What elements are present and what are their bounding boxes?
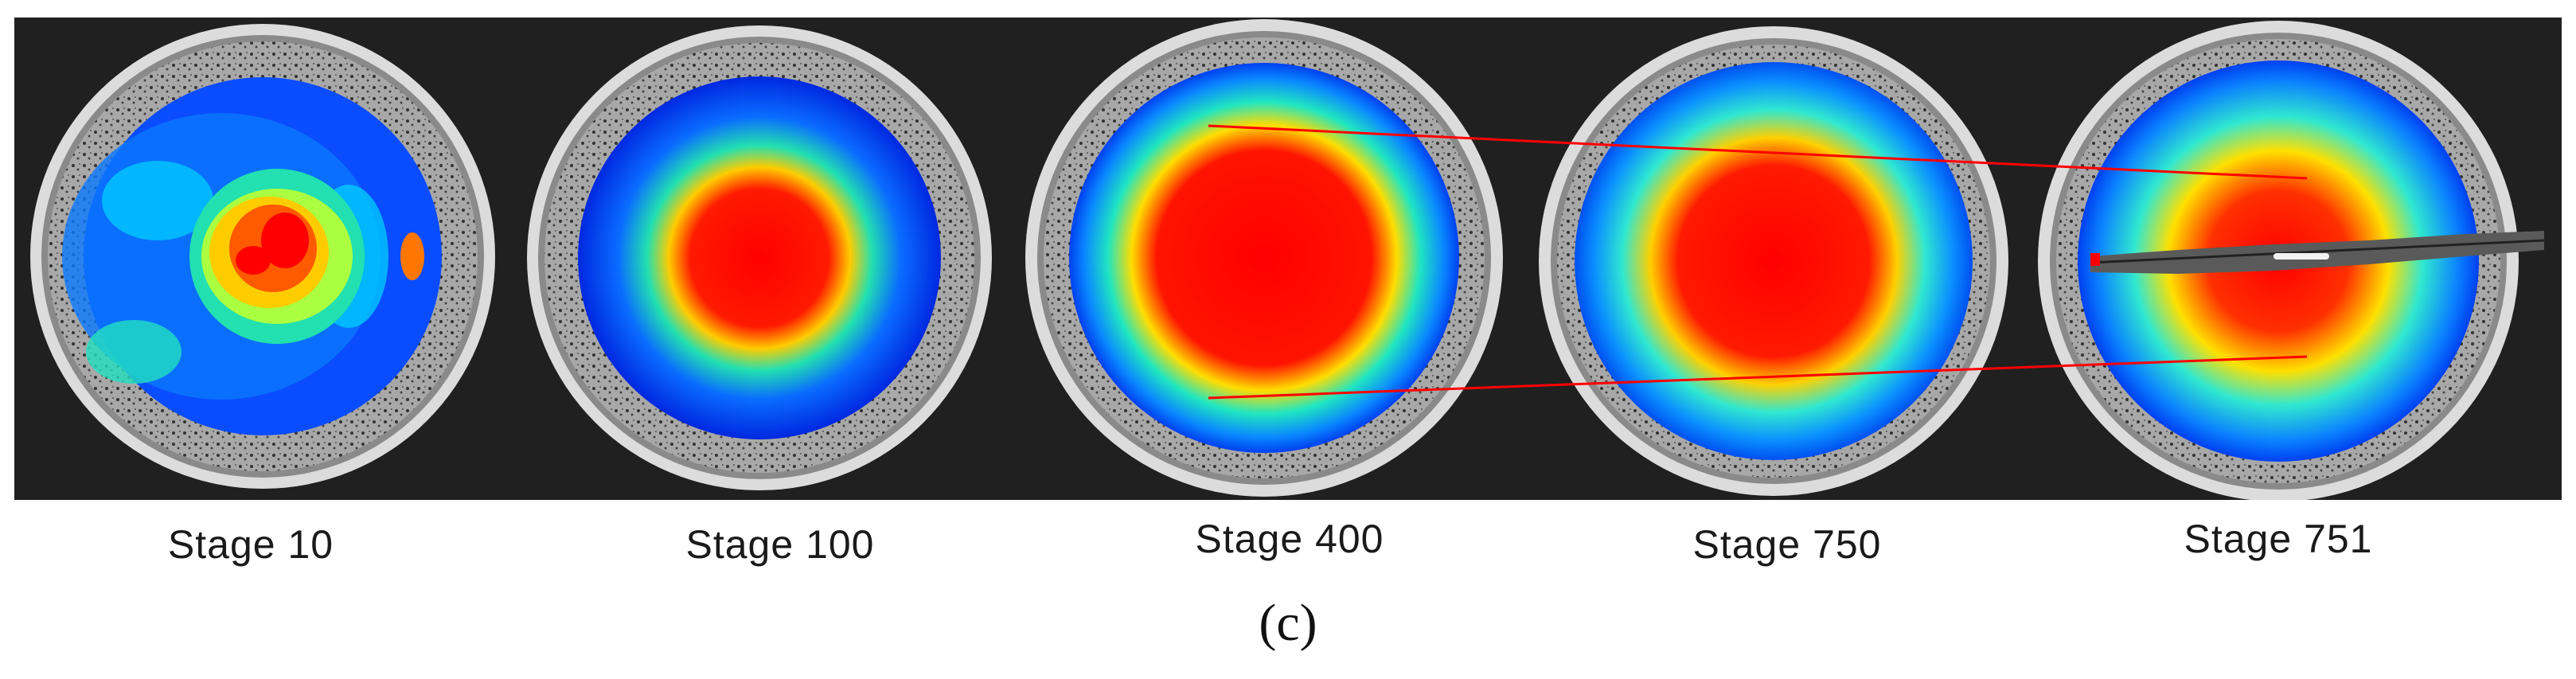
caption-stage-751: Stage 751: [2184, 517, 2373, 561]
caption-stage-750: Stage 750: [1692, 522, 1882, 567]
stage-400-image: [1011, 18, 1520, 500]
stage-100-image: [513, 18, 1011, 500]
caption-stage-100: Stage 100: [685, 522, 875, 567]
stage-751-image: [2035, 18, 2562, 500]
caption-stage-10: Stage 10: [167, 522, 334, 567]
figure-label: (c): [1259, 594, 1317, 652]
caption-stage-400: Stage 400: [1195, 517, 1384, 561]
stage-750-image: [1520, 18, 2035, 500]
stage-image-strip: [14, 18, 2562, 500]
stage-10-image: [14, 18, 513, 500]
